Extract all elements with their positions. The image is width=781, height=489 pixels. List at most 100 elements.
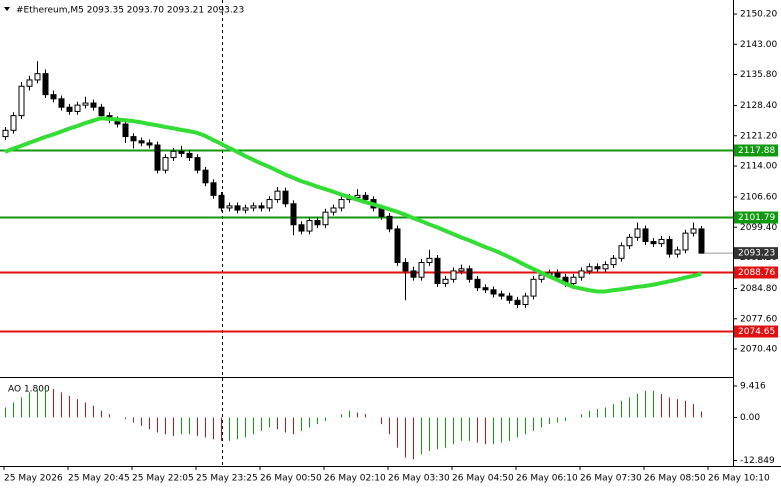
ao-y-tick-label: -12.849 xyxy=(740,456,775,466)
x-tick-label: 26 May 06:10 xyxy=(516,474,578,484)
dropdown-icon[interactable] xyxy=(4,7,10,11)
candle-body xyxy=(426,257,433,264)
candle-body xyxy=(354,194,361,198)
candle-body xyxy=(466,268,473,280)
candle-body xyxy=(402,262,409,272)
x-tick-label: 25 May 23:25 xyxy=(196,474,258,484)
x-tick-label: 25 May 2026 xyxy=(4,474,63,484)
candle-body xyxy=(522,295,529,305)
candle-body xyxy=(282,190,289,205)
candle-body xyxy=(386,215,393,230)
y-tick-label: 2070.40 xyxy=(740,344,777,354)
candle-body xyxy=(146,142,153,146)
candle-body xyxy=(666,238,673,255)
candle-body xyxy=(186,152,193,159)
candle-body xyxy=(434,257,441,285)
last-price-box xyxy=(734,247,778,260)
candle-body xyxy=(82,102,89,106)
candle-body xyxy=(410,270,417,278)
y-tick-label: 2121.20 xyxy=(740,131,777,141)
ao-y-tick-label: 0.00 xyxy=(740,413,760,423)
candle-body xyxy=(634,228,641,238)
candle-body xyxy=(514,299,521,305)
candle-body xyxy=(330,207,337,213)
candle-body xyxy=(474,278,481,289)
candle-body xyxy=(394,228,401,264)
candle-body xyxy=(74,104,81,112)
x-tick-label: 26 May 07:30 xyxy=(580,474,642,484)
candle-body xyxy=(242,207,249,211)
candle-body xyxy=(210,182,217,196)
candle-body xyxy=(138,140,145,144)
candle-body xyxy=(162,157,169,171)
candle-body xyxy=(418,262,425,278)
candle-body xyxy=(194,157,201,171)
y-tick-label: 2114.00 xyxy=(740,161,777,171)
y-tick-label: 2099.40 xyxy=(740,223,777,233)
candle-body xyxy=(50,94,57,100)
candle-body xyxy=(258,205,265,209)
x-tick-label: 25 May 20:45 xyxy=(68,474,130,484)
x-tick-label: 26 May 10:10 xyxy=(708,474,770,484)
candle-body xyxy=(314,220,321,226)
candle-body xyxy=(322,211,329,226)
candle-body xyxy=(610,257,617,266)
candle-body xyxy=(130,136,137,142)
level-label-box xyxy=(734,266,778,279)
candle-body xyxy=(290,203,297,226)
x-tick-label: 25 May 22:05 xyxy=(132,474,194,484)
candle-body xyxy=(490,289,497,295)
level-label-box xyxy=(734,325,778,338)
chart-title: #Ethereum,M5 2093.35 2093.70 2093.21 209… xyxy=(16,6,244,16)
x-tick-label: 26 May 08:50 xyxy=(644,474,706,484)
candle-body xyxy=(458,268,465,272)
y-tick-label: 2128.40 xyxy=(740,101,777,111)
candle-body xyxy=(538,274,545,280)
y-tick-label: 2084.80 xyxy=(740,284,777,294)
candle-body xyxy=(34,73,41,81)
candle-body xyxy=(226,205,233,209)
candle-body xyxy=(2,129,9,138)
candle-body xyxy=(506,295,513,301)
moving-average xyxy=(4,116,702,294)
last-price-label: 2093.23 xyxy=(738,249,775,259)
candle-body xyxy=(274,190,281,201)
candle-body xyxy=(650,241,657,245)
candle-body xyxy=(250,205,257,209)
ao-y-tick-label: 9.416 xyxy=(740,381,766,391)
candle-body xyxy=(42,73,49,96)
candle-body xyxy=(170,150,177,159)
candle-body xyxy=(202,169,209,184)
x-tick-label: 26 May 03:30 xyxy=(388,474,450,484)
candle-body xyxy=(338,199,345,209)
candle-body xyxy=(10,115,17,131)
candle-body xyxy=(498,293,505,297)
candle-body xyxy=(178,150,185,154)
candle-body xyxy=(642,228,649,243)
candle-body xyxy=(482,287,489,291)
candle-body xyxy=(698,228,705,254)
candle-body xyxy=(306,220,313,232)
candle-body xyxy=(578,270,585,278)
candle-body xyxy=(570,276,577,285)
candle-body xyxy=(554,272,561,278)
candle-body xyxy=(618,245,625,259)
candle-body xyxy=(122,123,129,138)
candle-body xyxy=(602,264,609,270)
candle-body xyxy=(362,194,369,201)
candle-body xyxy=(90,102,97,108)
candle-body xyxy=(26,79,33,87)
candle-body xyxy=(658,238,665,245)
level-label: 2088.76 xyxy=(738,268,775,278)
candle-body xyxy=(58,98,65,108)
level-label-box xyxy=(734,211,778,224)
candle-body xyxy=(298,224,305,232)
level-label: 2101.79 xyxy=(738,213,775,223)
candle-body xyxy=(626,236,633,247)
candle-body xyxy=(154,144,161,171)
y-tick-label: 2150.20 xyxy=(740,10,777,20)
candle-body xyxy=(18,85,25,117)
candle-body xyxy=(586,266,593,272)
